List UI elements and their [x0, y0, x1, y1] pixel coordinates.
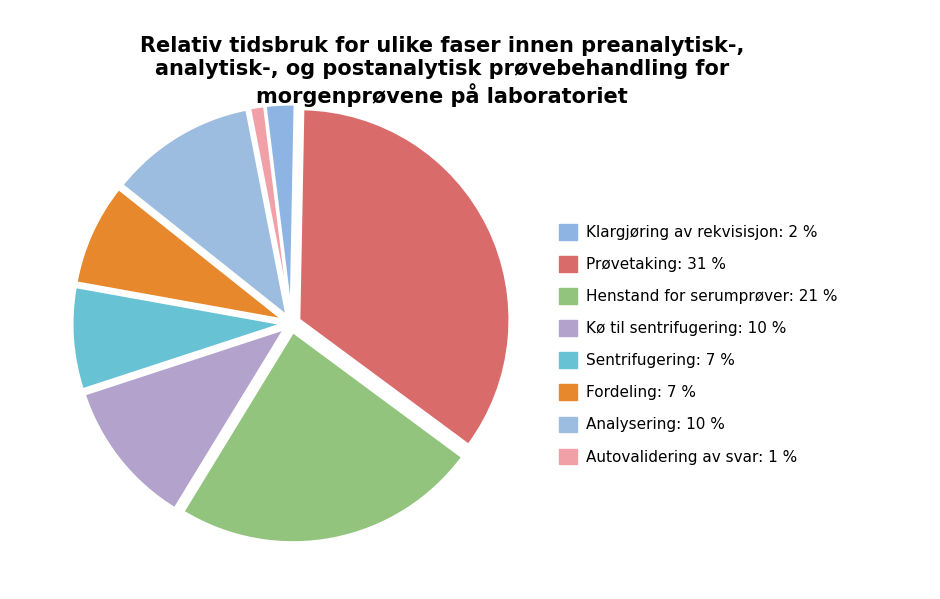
Wedge shape — [85, 329, 285, 509]
Legend: Klargjøring av rekvisisjon: 2 %, Prøvetaking: 31 %, Henstand for serumprøver: 21: Klargjøring av rekvisisjon: 2 %, Prøveta… — [553, 218, 844, 471]
Wedge shape — [250, 106, 290, 315]
Wedge shape — [265, 104, 295, 315]
Wedge shape — [183, 332, 462, 543]
Wedge shape — [299, 109, 509, 445]
Wedge shape — [76, 189, 284, 320]
Text: Relativ tidsbruk for ulike faser innen preanalytisk-,
analytisk-, og postanalyti: Relativ tidsbruk for ulike faser innen p… — [140, 36, 744, 107]
Wedge shape — [122, 109, 287, 316]
Wedge shape — [72, 287, 283, 389]
